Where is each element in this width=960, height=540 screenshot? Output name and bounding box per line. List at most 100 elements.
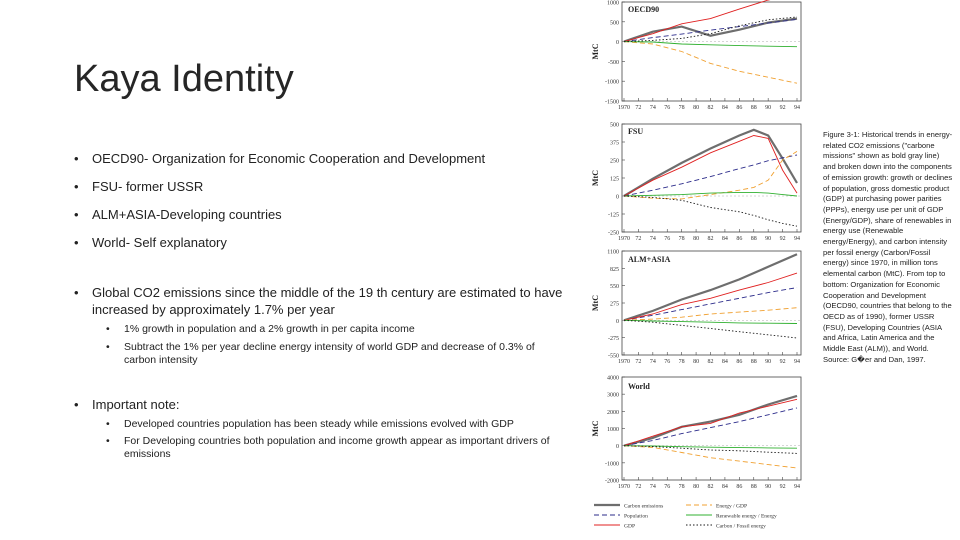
x-tick-label: 92 bbox=[780, 236, 786, 242]
x-tick-label: 80 bbox=[693, 359, 699, 365]
y-tick-label: 1000 bbox=[607, 1, 619, 7]
y-tick-label: 1000 bbox=[607, 427, 619, 433]
x-tick-label: 80 bbox=[693, 105, 699, 111]
plot-frame bbox=[621, 1, 802, 102]
bullet-dot: • bbox=[74, 207, 79, 222]
y-tick-label: -275 bbox=[608, 336, 619, 342]
bullet-global-co2: • Global CO2 emissions since the middle o… bbox=[74, 284, 574, 318]
x-tick-label: 82 bbox=[708, 484, 714, 490]
x-tick-label: 74 bbox=[650, 359, 656, 365]
bullet-important-note: • Important note: bbox=[74, 396, 574, 413]
y-tick-label: 0 bbox=[616, 319, 619, 325]
y-tick-label: 4000 bbox=[607, 376, 619, 382]
x-tick-label: 72 bbox=[635, 484, 641, 490]
panel-title: ALM+ASIA bbox=[628, 255, 671, 264]
bullet-text: 1% growth in population and a 2% growth … bbox=[124, 323, 415, 335]
x-tick-label: 84 bbox=[722, 484, 728, 490]
x-tick-label: 86 bbox=[736, 236, 742, 242]
bullet-dot: • bbox=[74, 397, 79, 412]
x-tick-label: 86 bbox=[736, 105, 742, 111]
series-line-energy-gdp bbox=[623, 445, 798, 469]
bullet-text: Developed countries population has been … bbox=[124, 418, 514, 430]
x-tick-label: 82 bbox=[708, 236, 714, 242]
y-tick-label: 500 bbox=[610, 123, 619, 129]
x-tick-label: 92 bbox=[780, 359, 786, 365]
x-tick-label: 88 bbox=[751, 236, 757, 242]
series-line-carbon-fossil-energy bbox=[623, 16, 798, 43]
figure-caption: Figure 3-1: Historical trends in energy-… bbox=[823, 130, 953, 364]
series-line-energy-gdp bbox=[623, 151, 798, 200]
y-axis-label: MtC bbox=[591, 420, 600, 436]
x-tick-label: 88 bbox=[751, 105, 757, 111]
y-tick-label: 825 bbox=[610, 267, 619, 273]
series-line-population bbox=[623, 18, 798, 43]
x-tick-label: 90 bbox=[765, 105, 771, 111]
x-tick-label: 84 bbox=[722, 359, 728, 365]
series-line-carbon-emissions bbox=[623, 253, 798, 322]
bullet-text: For Developing countries both population… bbox=[124, 435, 550, 460]
x-tick-label: 86 bbox=[736, 484, 742, 490]
x-tick-label: 82 bbox=[708, 359, 714, 365]
plot-frame bbox=[621, 376, 802, 481]
y-axis-label: MtC bbox=[591, 295, 600, 311]
x-tick-label: 90 bbox=[765, 359, 771, 365]
x-tick-label: 80 bbox=[693, 236, 699, 242]
series-line-gdp bbox=[623, 398, 798, 447]
series-line-energy-gdp bbox=[623, 307, 798, 321]
y-tick-label: 125 bbox=[610, 177, 619, 183]
bullet-dot: • bbox=[74, 151, 79, 166]
legend-label: GDP bbox=[624, 524, 635, 530]
slide-title: Kaya Identity bbox=[74, 58, 294, 100]
bullet-oecd90: • OECD90- Organization for Economic Coope… bbox=[74, 150, 574, 167]
x-tick-label: 88 bbox=[751, 484, 757, 490]
series-line-gdp bbox=[623, 135, 798, 197]
x-tick-label: 1970 bbox=[618, 105, 630, 111]
y-tick-label: 275 bbox=[610, 302, 619, 308]
plot-frame bbox=[621, 250, 802, 356]
figure-legend: Carbon emissions Population GDP Energy / GD… bbox=[594, 504, 777, 530]
bullet-text: ALM+ASIA-Developing countries bbox=[92, 207, 282, 222]
bullet-dot: • bbox=[106, 418, 110, 430]
x-tick-label: 74 bbox=[650, 484, 656, 490]
x-tick-label: 94 bbox=[794, 484, 800, 490]
series-line-renewable-energy-energy bbox=[623, 445, 798, 449]
legend-label: Carbon / Fossil energy bbox=[716, 524, 766, 530]
series-line-carbon-emissions bbox=[623, 394, 798, 447]
x-tick-label: 74 bbox=[650, 105, 656, 111]
series-line-carbon-fossil-energy bbox=[623, 195, 798, 227]
y-tick-label: 375 bbox=[610, 141, 619, 147]
series-line-energy-gdp bbox=[623, 41, 798, 84]
series-line-renewable-energy-energy bbox=[623, 319, 798, 324]
bullet-text: World- Self explanatory bbox=[92, 235, 227, 250]
x-tick-label: 72 bbox=[635, 236, 641, 242]
bullet-dot: • bbox=[106, 341, 110, 353]
x-tick-label: 78 bbox=[679, 105, 685, 111]
y-tick-label: 3000 bbox=[607, 393, 619, 399]
y-tick-label: 0 bbox=[616, 444, 619, 450]
y-tick-label: 2000 bbox=[607, 410, 619, 416]
bullet-text: Important note: bbox=[92, 397, 180, 412]
x-tick-label: 92 bbox=[780, 484, 786, 490]
x-tick-label: 94 bbox=[794, 236, 800, 242]
y-tick-label: -250 bbox=[608, 231, 619, 237]
panel-title: OECD90 bbox=[628, 5, 659, 14]
subbullet-important-1: • Developed countries population has been… bbox=[106, 418, 566, 431]
y-tick-label: -125 bbox=[608, 213, 619, 219]
x-tick-label: 74 bbox=[650, 236, 656, 242]
bullet-world: • World- Self explanatory bbox=[74, 234, 574, 251]
x-tick-label: 78 bbox=[679, 484, 685, 490]
x-tick-label: 76 bbox=[664, 236, 670, 242]
y-tick-label: -550 bbox=[608, 354, 619, 360]
x-tick-label: 1970 bbox=[618, 236, 630, 242]
series-line-gdp bbox=[623, 0, 771, 43]
x-tick-label: 76 bbox=[664, 484, 670, 490]
y-axis-label: MtC bbox=[591, 170, 600, 186]
bullet-text: Global CO2 emissions since the middle of… bbox=[92, 285, 563, 317]
x-tick-label: 1970 bbox=[618, 359, 630, 365]
series-line-population bbox=[623, 287, 798, 321]
series-line-gdp bbox=[623, 272, 798, 321]
bullet-dot: • bbox=[74, 285, 79, 300]
